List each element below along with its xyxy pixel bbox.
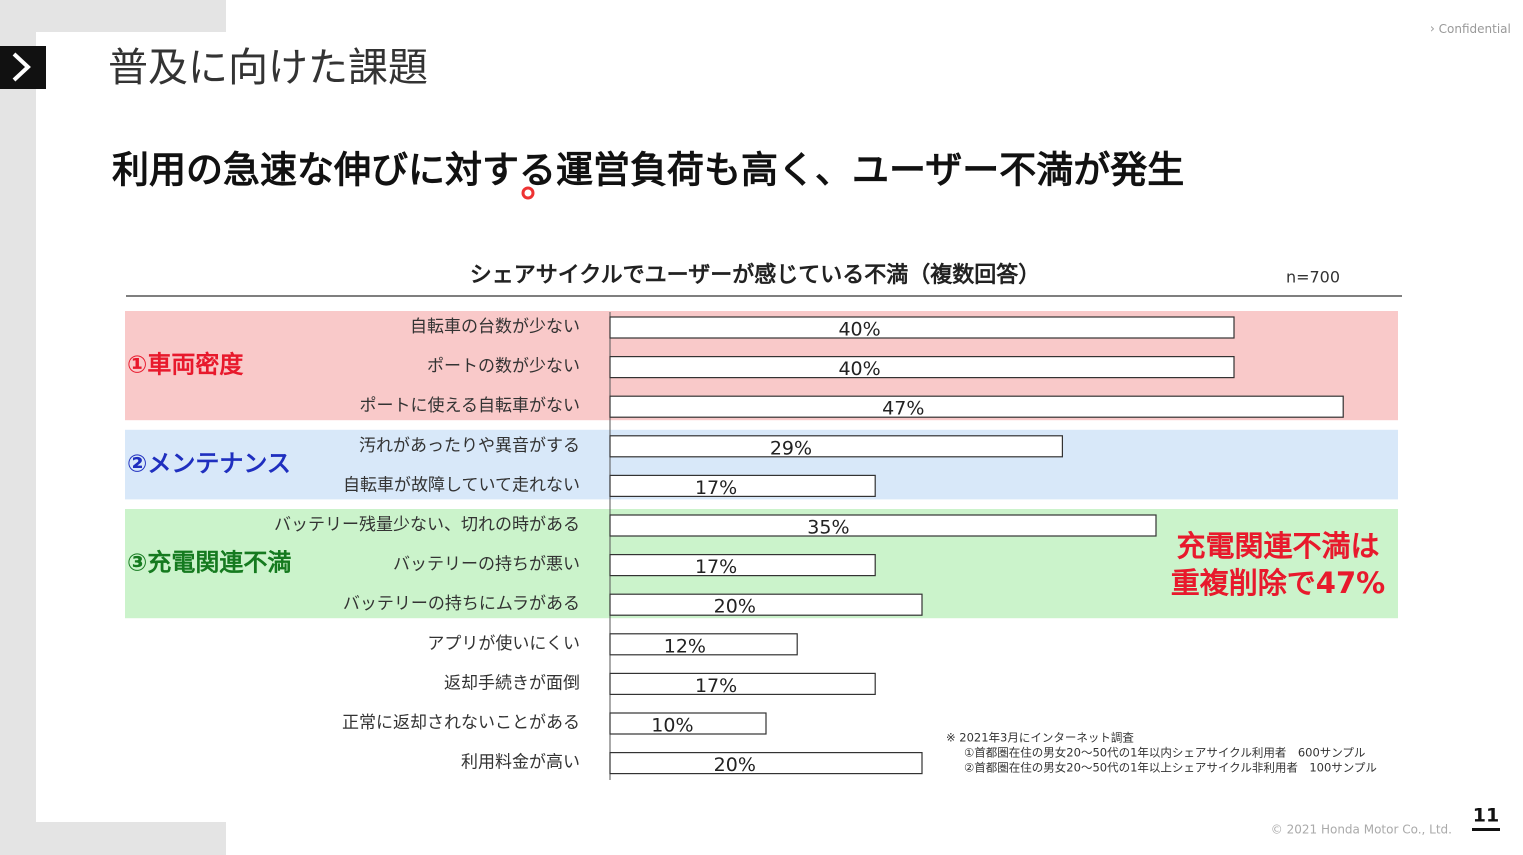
value-label: 20%: [714, 754, 756, 776]
bar: [609, 672, 876, 696]
value-label: 17%: [695, 675, 737, 697]
top-strip: [0, 0, 226, 32]
bar: [609, 593, 923, 616]
footnote: ②首都圏在住の男女20～50代の1年以上シェアサイクル非利用者 100サンプル: [964, 761, 1377, 775]
bar: [609, 751, 923, 775]
category-label: 正常に返却されないことがある: [342, 713, 580, 733]
page-underline: [1472, 828, 1500, 831]
bar: [609, 356, 1235, 379]
annotation: 重複削除で47%: [1171, 566, 1385, 600]
category-label: 自転車が故障していて走れない: [343, 475, 580, 495]
value-label: 29%: [770, 437, 812, 459]
bar: [609, 316, 1235, 339]
value-label: 35%: [807, 517, 849, 539]
page-number: 11: [1473, 805, 1499, 827]
footnote: ※ 2021年3月にインターネット調査: [946, 731, 1134, 745]
confidential: › Confidential: [1430, 22, 1511, 36]
bar: [609, 474, 876, 497]
bar: [609, 712, 767, 735]
category-label: 返却手続きが面倒: [444, 673, 580, 693]
left-strip: [0, 0, 36, 855]
value-label: 20%: [714, 596, 756, 618]
value-label: 12%: [664, 635, 706, 657]
confidential-text: Confidential: [1439, 22, 1511, 36]
category-label: 汚れがあったりや異音がする: [359, 436, 580, 456]
chart-title: シェアサイクルでユーザーが感じている不満（複数回答）: [470, 262, 1040, 288]
copyright: © 2021 Honda Motor Co., Ltd.: [1271, 823, 1452, 837]
bar: [609, 435, 1063, 458]
category-label: アプリが使いにくい: [427, 633, 580, 654]
category-label: バッテリーの持ちにムラがある: [343, 594, 580, 614]
category-label: 自転車の台数が少ない: [410, 317, 580, 337]
category-label: 利用料金が高い: [461, 753, 580, 773]
value-label: 40%: [838, 358, 880, 380]
plot: 自転車の台数が少ない 40% ポートの数が少ない 40% ポートに使える自転車がない 47…: [274, 312, 1385, 780]
category-label: ポートに使える自転車がない: [360, 395, 581, 416]
value-label: 17%: [695, 556, 737, 578]
bar: [609, 633, 798, 656]
heading: 普及に向けた課題: [108, 45, 428, 91]
bar: [609, 553, 876, 577]
bar: [609, 514, 1157, 537]
sample-size: n=700: [1286, 268, 1340, 287]
bar: [609, 395, 1344, 418]
group-label: ③充電関連不満: [127, 549, 291, 577]
value-label: 17%: [695, 477, 737, 499]
bottom-strip: [0, 822, 226, 855]
group-label: ②メンテナンス: [127, 450, 291, 478]
value-label: 40%: [838, 319, 880, 341]
category-label: ポートの数が少ない: [427, 357, 580, 377]
value-label: 47%: [882, 398, 924, 420]
category-label: バッテリー残量少ない、切れの時がある: [274, 515, 580, 535]
group-label: ①車両密度: [127, 351, 244, 379]
message: 利用の急速な伸びに対する運営負荷も高く、ユーザー不満が発生: [112, 149, 1184, 192]
cursor-dot: [521, 186, 535, 200]
annotation: 充電関連不満は: [1176, 529, 1379, 563]
category-label: バッテリーの持ちが悪い: [393, 555, 580, 575]
footnote: ①首都圏在住の男女20～50代の1年以内シェアサイクル利用者 600サンプル: [964, 746, 1365, 760]
value-label: 10%: [651, 715, 693, 737]
section-marker: [0, 46, 46, 89]
arrow-icon: [12, 52, 31, 82]
